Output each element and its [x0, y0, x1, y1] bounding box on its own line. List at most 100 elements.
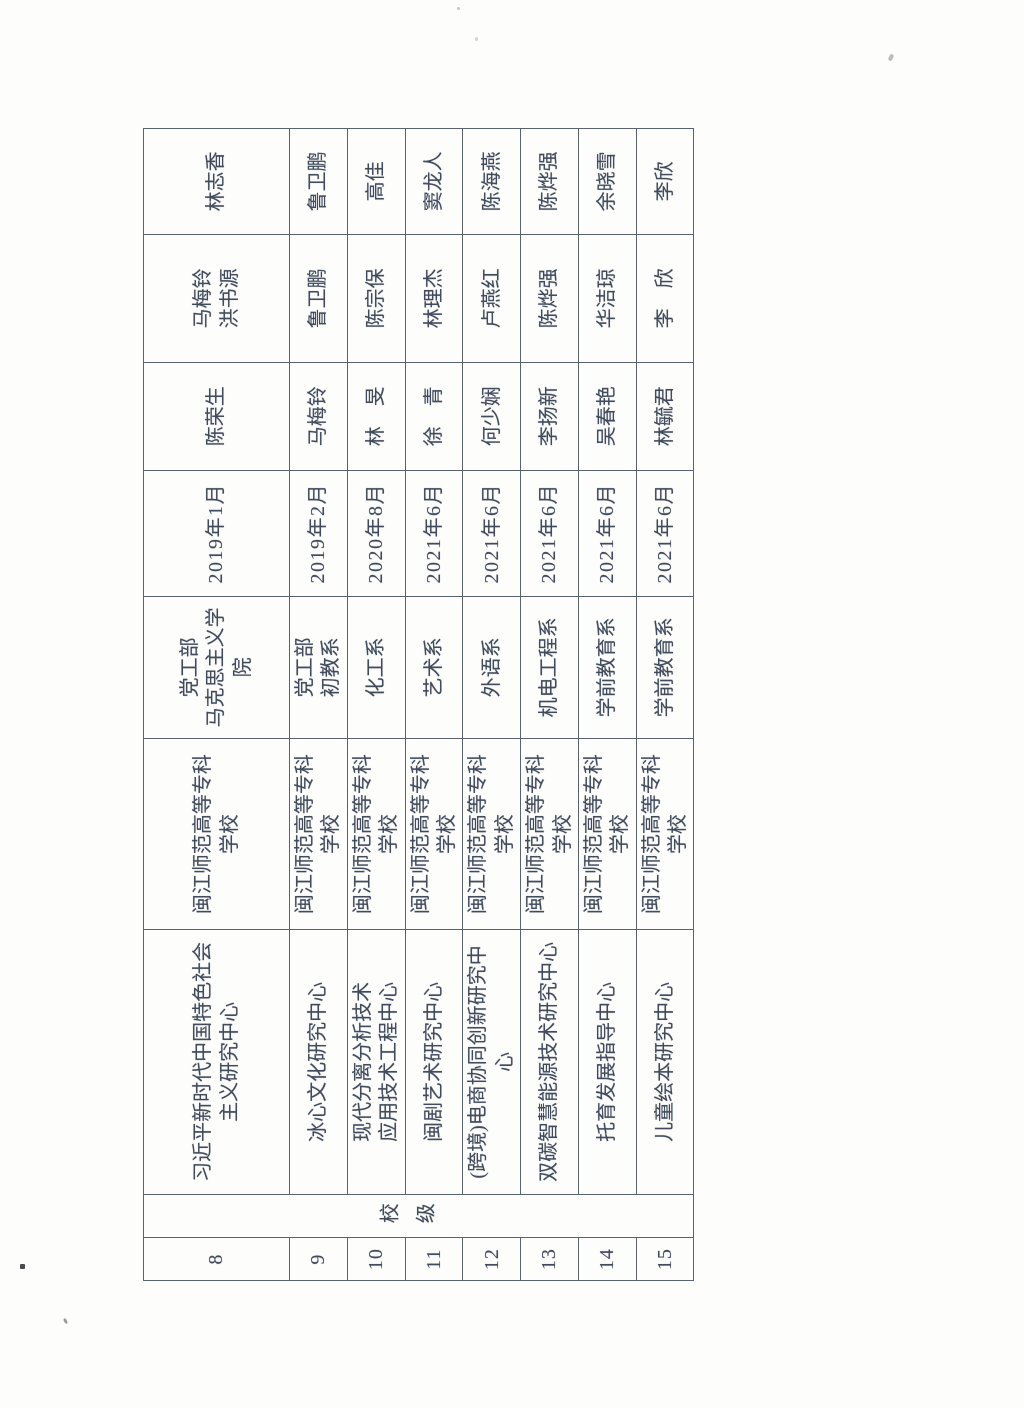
- person1-cell: 马梅铃: [289, 362, 348, 471]
- center-name-cell: 儿童绘本研究中心: [636, 929, 694, 1195]
- level-merged-cell: 校级: [143, 1194, 694, 1238]
- serial-text: 15: [653, 1248, 676, 1271]
- school-cell: 闽江师范高等专科 学校: [578, 738, 637, 930]
- serial-text: 10: [364, 1248, 387, 1271]
- serial-cell: 9: [289, 1237, 348, 1281]
- center-name-text: 托育发展指导中心: [596, 981, 619, 1142]
- scan-speck: [887, 53, 895, 62]
- founded-date-cell: 2021年6月: [578, 470, 637, 597]
- person1-cell: 林毓君: [636, 362, 694, 471]
- founded-date-text: 2021年6月: [480, 482, 503, 584]
- center-name-text: 冰心文化研究中心: [307, 981, 330, 1142]
- founded-date-text: 2021年6月: [538, 482, 561, 584]
- center-name-cell: 双碳智慧能源技术研究中心: [520, 929, 579, 1195]
- person1-cell: 何少娴: [462, 362, 521, 471]
- center-name-cell: 习近平新时代中国特色社会 主义研究中心: [143, 929, 290, 1195]
- person1-cell: 徐 青: [405, 362, 463, 471]
- person3-text: 李欣: [653, 161, 676, 202]
- center-name-cell: (跨境)电商协同创新研究中 心: [462, 929, 521, 1195]
- person3-text: 鲁卫鹏: [307, 151, 330, 212]
- serial-cell: 12: [462, 1237, 521, 1281]
- level-label: 校级: [379, 1204, 452, 1227]
- person2-cell: 鲁卫鹏: [289, 234, 348, 363]
- person1-cell: 林 旻: [347, 362, 406, 471]
- serial-text: 9: [307, 1253, 330, 1265]
- table-row: 10 现代分离分析技术 应用技术工程中心 闽江师范高等专科 学校 化工系 202…: [347, 128, 406, 1281]
- person1-text: 李扬新: [538, 386, 561, 447]
- person1-text: 马梅铃: [307, 386, 330, 447]
- person3-text: 陈海燕: [480, 151, 503, 212]
- person1-text: 林毓君: [653, 386, 676, 447]
- founded-date-cell: 2021年6月: [520, 470, 579, 597]
- founded-date-cell: 2019年1月: [143, 470, 290, 597]
- founded-date-text: 2021年6月: [653, 482, 676, 584]
- serial-cell: 13: [520, 1237, 579, 1281]
- person2-text: 卢燕红: [480, 268, 503, 329]
- scan-speck: [457, 7, 460, 10]
- school-text: 闽江师范高等专科 学校: [294, 754, 343, 915]
- serial-text: 14: [596, 1248, 619, 1271]
- person3-cell: 高佳: [347, 128, 406, 235]
- rotated-table-container: 8 校级 习近平新时代中国特色社会 主义研究中心 闽江师范高等专科 学校 党工部…: [143, 128, 694, 1281]
- school-text: 闽江师范高等专科 学校: [409, 754, 458, 915]
- table-row: 12 (跨境)电商协同创新研究中 心 闽江师范高等专科 学校 外语系 2021年…: [462, 128, 521, 1281]
- school-cell: 闽江师范高等专科 学校: [289, 738, 348, 930]
- department-cell: 外语系: [462, 596, 521, 739]
- person2-cell: 陈宗保: [347, 234, 406, 363]
- person3-cell: 余晓雪: [578, 128, 637, 235]
- person3-text: 高佳: [364, 161, 387, 202]
- person2-cell: 陈烨强: [520, 234, 579, 363]
- person1-text: 何少娴: [480, 386, 503, 447]
- department-cell: 机电工程系: [520, 596, 579, 739]
- school-text: 闽江师范高等专科 学校: [467, 754, 516, 915]
- school-cell: 闽江师范高等专科 学校: [405, 738, 463, 930]
- person2-text: 李 欣: [653, 268, 676, 329]
- department-text: 外语系: [480, 637, 503, 698]
- person3-cell: 陈海燕: [462, 128, 521, 235]
- serial-text: 8: [205, 1253, 228, 1265]
- founded-date-text: 2021年6月: [596, 482, 619, 584]
- center-name-cell: 托育发展指导中心: [578, 929, 637, 1195]
- center-name-text: 现代分离分析技术 应用技术工程中心: [351, 981, 401, 1142]
- person2-cell: 马梅铃 洪书源: [143, 234, 290, 363]
- department-text: 党工部 马克思主义学 院: [178, 607, 254, 728]
- department-text: 艺术系: [422, 637, 445, 698]
- person1-text: 林 旻: [364, 386, 387, 447]
- person2-text: 陈宗保: [364, 268, 387, 329]
- person1-cell: 李扬新: [520, 362, 579, 471]
- department-text: 党工部 初教系: [294, 637, 343, 698]
- serial-cell: 15: [636, 1237, 694, 1281]
- center-name-text: 儿童绘本研究中心: [653, 981, 676, 1142]
- department-cell: 党工部 马克思主义学 院: [143, 596, 290, 739]
- founded-date-cell: 2020年8月: [347, 470, 406, 597]
- founded-date-text: 2019年2月: [307, 482, 330, 584]
- department-text: 机电工程系: [538, 617, 561, 718]
- table-row: 9 冰心文化研究中心 闽江师范高等专科 学校 党工部 初教系 2019年2月 马…: [289, 128, 348, 1281]
- center-name-cell: 冰心文化研究中心: [289, 929, 348, 1195]
- table-row: 13 双碳智慧能源技术研究中心 闽江师范高等专科 学校 机电工程系 2021年6…: [520, 128, 579, 1281]
- center-name-cell: 现代分离分析技术 应用技术工程中心: [347, 929, 406, 1195]
- person1-text: 徐 青: [422, 386, 445, 447]
- founded-date-cell: 2021年6月: [636, 470, 694, 597]
- center-name-text: 习近平新时代中国特色社会 主义研究中心: [192, 941, 241, 1182]
- department-text: 学前教育系: [596, 617, 619, 718]
- school-text: 闽江师范高等专科 学校: [351, 754, 401, 915]
- school-text: 闽江师范高等专科 学校: [525, 754, 574, 915]
- center-name-cell: 闽剧艺术研究中心: [405, 929, 463, 1195]
- school-text: 闽江师范高等专科 学校: [582, 754, 632, 915]
- school-cell: 闽江师范高等专科 学校: [143, 738, 290, 930]
- person1-text: 陈荣生: [205, 386, 228, 447]
- table-row: 15 儿童绘本研究中心 闽江师范高等专科 学校 学前教育系 2021年6月 林毓…: [636, 128, 694, 1281]
- scan-speck: [62, 1317, 69, 1325]
- scan-speck: [475, 37, 478, 41]
- founded-date-text: 2019年1月: [205, 482, 228, 584]
- person1-text: 吴春艳: [596, 386, 619, 447]
- serial-text: 13: [538, 1248, 561, 1271]
- person3-text: 余晓雪: [596, 151, 619, 212]
- serial-cell: 8: [143, 1237, 290, 1281]
- person3-cell: 窦龙人: [405, 128, 463, 235]
- department-cell: 党工部 初教系: [289, 596, 348, 739]
- person3-text: 林志香: [205, 151, 228, 212]
- person2-cell: 林理杰: [405, 234, 463, 363]
- center-name-text: 闽剧艺术研究中心: [422, 981, 445, 1142]
